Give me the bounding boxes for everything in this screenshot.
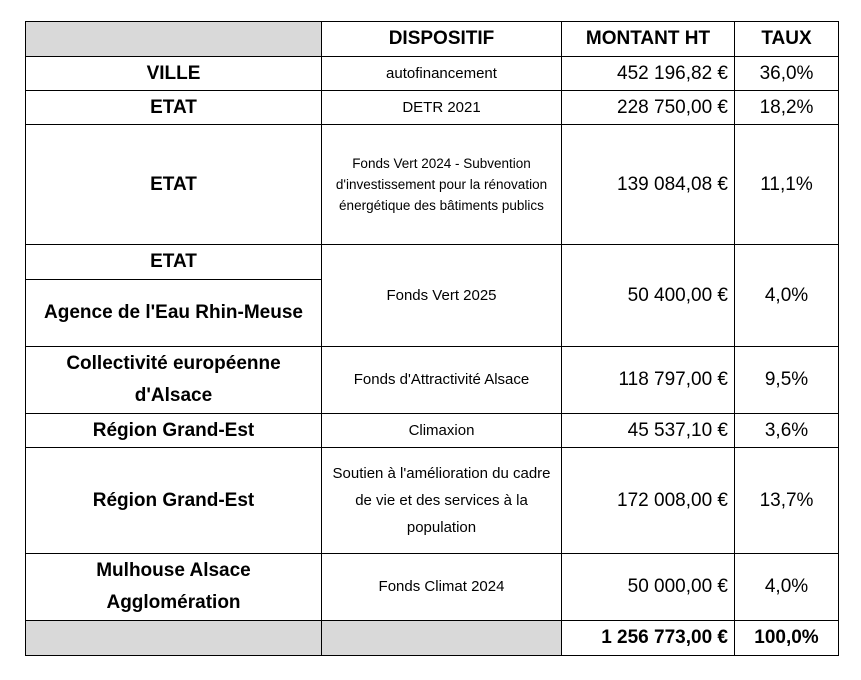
financeur: ETAT <box>25 244 322 280</box>
montant: 452 196,82 € <box>561 56 735 91</box>
dispositif: autofinancement <box>321 56 562 91</box>
header-dispositif: DISPOSITIF <box>321 21 562 57</box>
table-row: Collectivité européenne d'Alsace Fonds d… <box>25 346 839 414</box>
montant: 45 537,10 € <box>561 413 735 448</box>
taux: 13,7% <box>734 447 839 554</box>
montant: 50 000,00 € <box>561 553 735 621</box>
header-row: DISPOSITIF MONTANT HT TAUX <box>25 21 839 57</box>
total-taux: 100,0% <box>734 620 839 656</box>
total-row: 1 256 773,00 € 100,0% <box>25 620 839 656</box>
table-row: Région Grand-Est Soutien à l'amélioratio… <box>25 447 839 554</box>
header-montant: MONTANT HT <box>561 21 735 57</box>
taux: 11,1% <box>734 124 839 245</box>
dispositif: Fonds Climat 2024 <box>321 553 562 621</box>
dispositif: DETR 2021 <box>321 90 562 125</box>
taux: 18,2% <box>734 90 839 125</box>
financeur: ETAT <box>25 90 322 125</box>
taux: 4,0% <box>734 244 839 347</box>
montant: 50 400,00 € <box>561 244 735 347</box>
header-empty <box>25 21 322 57</box>
financeur: Région Grand-Est <box>25 413 322 448</box>
montant: 139 084,08 € <box>561 124 735 245</box>
dispositif: Fonds Vert 2025 <box>321 244 562 347</box>
taux: 36,0% <box>734 56 839 91</box>
financeur: Mulhouse Alsace Agglomération <box>25 553 322 621</box>
financeur: ETAT <box>25 124 322 245</box>
financing-table: DISPOSITIF MONTANT HT TAUX VILLE autofin… <box>25 21 839 656</box>
taux: 3,6% <box>734 413 839 448</box>
dispositif: Fonds d'Attractivité Alsace <box>321 346 562 414</box>
table-row-sub: Agence de l'Eau Rhin-Meuse <box>25 279 839 347</box>
financeur-secondary: Agence de l'Eau Rhin-Meuse <box>25 279 322 347</box>
table-row: ETAT Fonds Vert 2025 50 400,00 € 4,0% <box>25 244 839 347</box>
financeur: VILLE <box>25 56 322 91</box>
montant: 118 797,00 € <box>561 346 735 414</box>
dispositif: Fonds Vert 2024 - Subvention d'investiss… <box>321 124 562 245</box>
table-row: Mulhouse Alsace Agglomération Fonds Clim… <box>25 553 839 621</box>
total-empty-1 <box>25 620 322 656</box>
financeur: Collectivité européenne d'Alsace <box>25 346 322 414</box>
dispositif: Climaxion <box>321 413 562 448</box>
table-row: ETAT DETR 2021 228 750,00 € 18,2% <box>25 90 839 125</box>
table-row: ETAT Fonds Vert 2024 - Subvention d'inve… <box>25 124 839 245</box>
taux: 4,0% <box>734 553 839 621</box>
dispositif: Soutien à l'amélioration du cadre de vie… <box>321 447 562 554</box>
montant: 172 008,00 € <box>561 447 735 554</box>
montant: 228 750,00 € <box>561 90 735 125</box>
total-empty-2 <box>321 620 562 656</box>
header-taux: TAUX <box>734 21 839 57</box>
total-montant: 1 256 773,00 € <box>561 620 735 656</box>
table-row: VILLE autofinancement 452 196,82 € 36,0% <box>25 56 839 91</box>
financeur: Région Grand-Est <box>25 447 322 554</box>
table-row: Région Grand-Est Climaxion 45 537,10 € 3… <box>25 413 839 448</box>
taux: 9,5% <box>734 346 839 414</box>
